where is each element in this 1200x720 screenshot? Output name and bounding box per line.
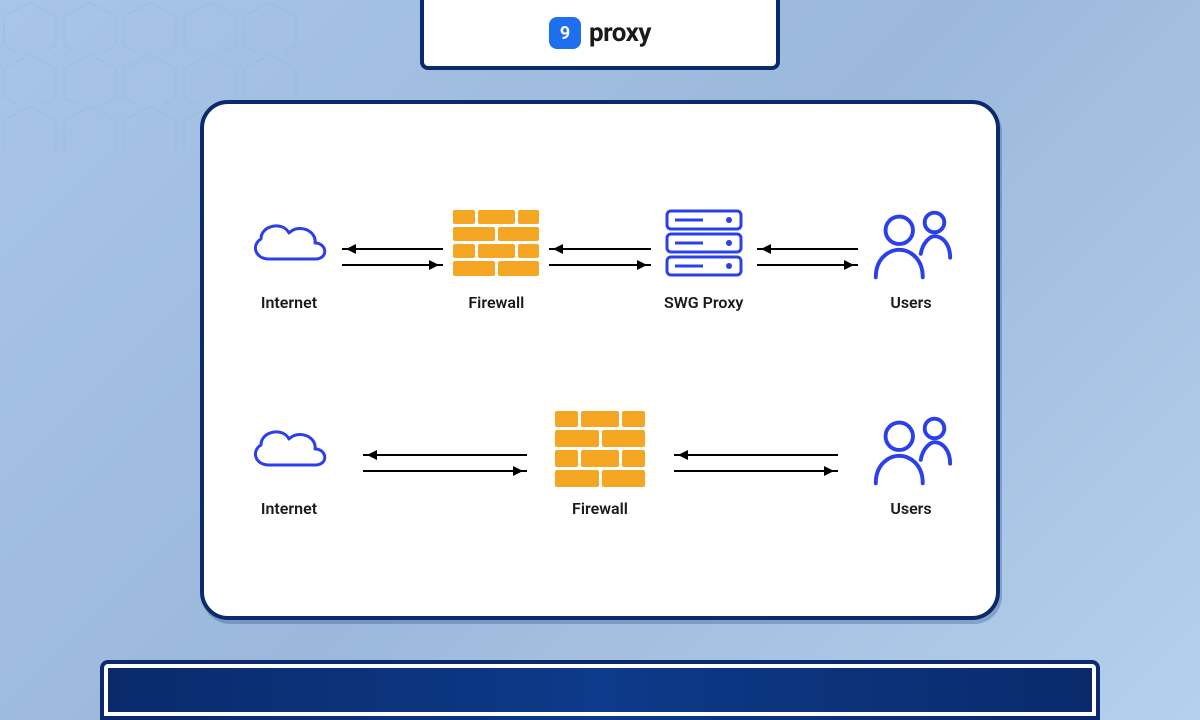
arrow-right-icon <box>757 264 858 266</box>
arrow-right-icon <box>549 264 650 266</box>
diagram-row-2: Internet Firewall <box>244 409 956 518</box>
brand-logo-icon: 9 <box>549 17 581 49</box>
node-firewall: Firewall <box>451 203 541 312</box>
cloud-icon <box>245 421 333 477</box>
cloud-icon <box>245 215 333 271</box>
diagram-card: Internet Firewall <box>200 100 1000 620</box>
users-icon <box>866 204 956 282</box>
arrow-left-icon <box>363 454 527 456</box>
node-label: Internet <box>261 293 317 312</box>
diagram-row-1: Internet Firewall <box>244 203 956 312</box>
node-swg-proxy: SWG Proxy <box>659 203 749 312</box>
footer-banner <box>100 660 1100 720</box>
arrow-right-icon <box>363 470 527 472</box>
node-label: Internet <box>261 499 317 518</box>
firewall-icon <box>453 210 539 276</box>
arrow-left-icon <box>342 248 443 250</box>
arrow-left-icon <box>757 248 858 250</box>
arrow-right-icon <box>342 264 443 266</box>
firewall-icon <box>555 411 645 487</box>
node-label: Users <box>890 293 931 312</box>
brand-logo-text: proxy <box>589 18 651 48</box>
node-users: Users <box>866 409 956 518</box>
node-label: Firewall <box>468 293 524 312</box>
server-icon <box>663 207 745 279</box>
node-label: Users <box>890 499 931 518</box>
node-label: SWG Proxy <box>664 293 743 312</box>
arrow-pair <box>541 248 658 266</box>
arrow-left-icon <box>549 248 650 250</box>
arrow-left-icon <box>674 454 838 456</box>
node-internet: Internet <box>244 203 334 312</box>
arrow-pair <box>355 454 535 472</box>
brand-banner: 9 proxy <box>420 0 780 70</box>
users-icon <box>866 410 956 488</box>
arrow-pair <box>666 454 846 472</box>
brand-logo-glyph: 9 <box>560 23 570 44</box>
arrow-pair <box>749 248 866 266</box>
arrow-pair <box>334 248 451 266</box>
node-users: Users <box>866 203 956 312</box>
node-firewall: Firewall <box>555 409 645 518</box>
node-internet: Internet <box>244 409 334 518</box>
node-label: Firewall <box>572 499 628 518</box>
arrow-right-icon <box>674 470 838 472</box>
